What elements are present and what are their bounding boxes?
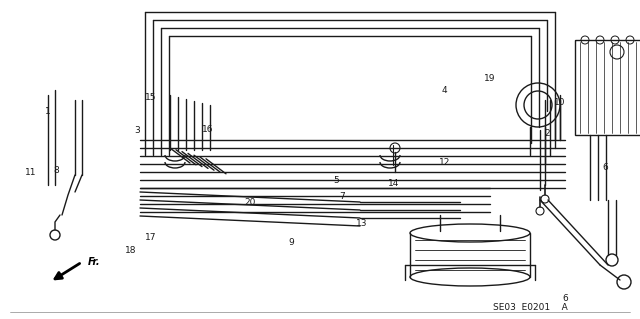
Text: 12: 12: [439, 158, 451, 167]
Text: 19: 19: [484, 74, 495, 83]
Text: 5: 5: [333, 176, 339, 185]
Text: 11: 11: [25, 168, 36, 177]
Text: 4: 4: [442, 86, 447, 95]
Text: 2: 2: [545, 130, 550, 138]
Text: 6: 6: [602, 163, 607, 172]
Text: 10: 10: [554, 98, 566, 107]
Text: 20: 20: [244, 198, 255, 207]
Text: 14: 14: [388, 179, 399, 188]
Bar: [575, 40, 640, 135]
Text: 8: 8: [54, 166, 59, 175]
Text: 1: 1: [45, 107, 51, 116]
Text: Fr.: Fr.: [88, 257, 100, 267]
Text: 13: 13: [356, 219, 367, 228]
Text: 15: 15: [145, 93, 156, 102]
Text: 16: 16: [202, 125, 214, 134]
Text: 9: 9: [289, 238, 294, 247]
Text: 3: 3: [135, 126, 140, 135]
Text: 6: 6: [563, 294, 568, 303]
Text: SE03  E0201    A: SE03 E0201 A: [493, 303, 568, 313]
Text: 7: 7: [340, 192, 345, 201]
Text: 17: 17: [145, 233, 156, 242]
Text: 18: 18: [125, 246, 137, 255]
